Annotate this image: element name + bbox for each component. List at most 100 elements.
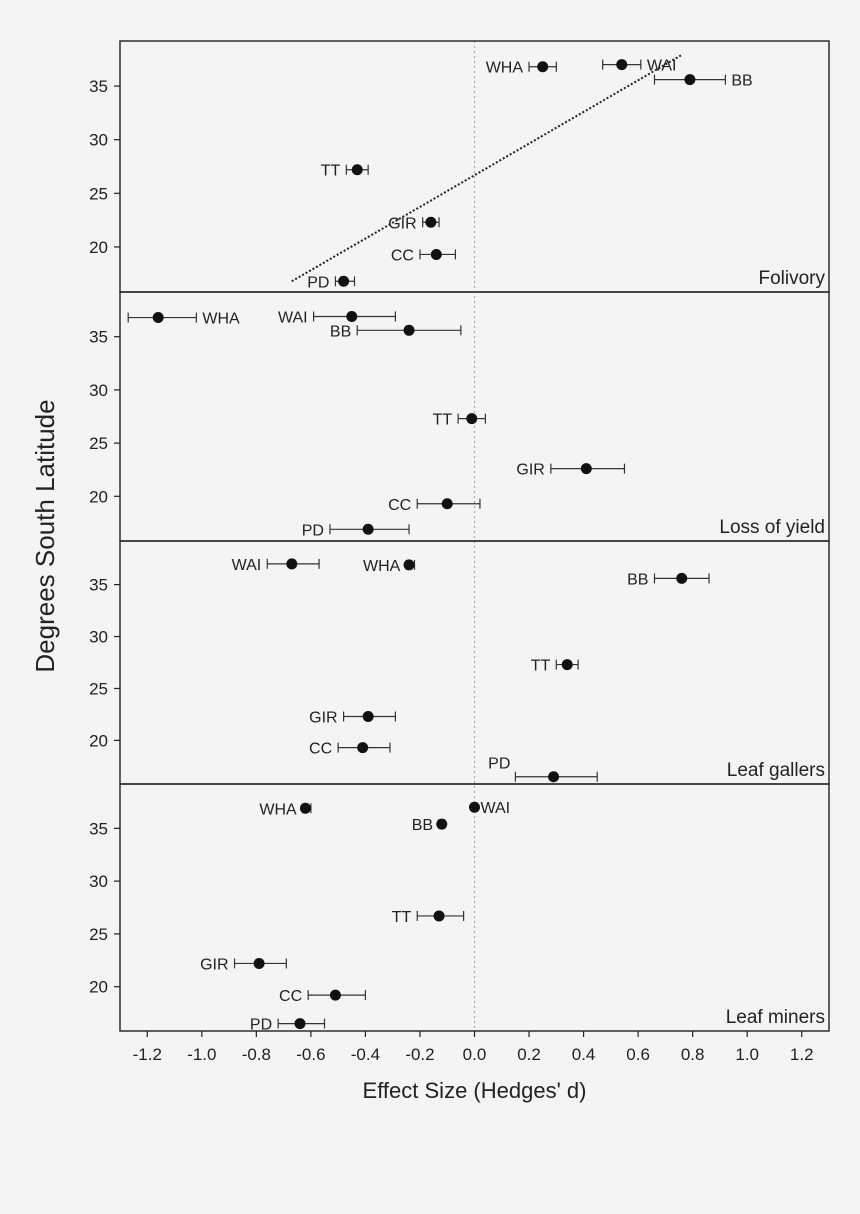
point-marker bbox=[537, 61, 549, 73]
y-axis-title: Degrees South Latitude bbox=[30, 399, 60, 672]
point-label: CC bbox=[309, 741, 332, 758]
y-tick-label: 30 bbox=[89, 872, 108, 891]
point-marker bbox=[466, 413, 478, 425]
trend-line bbox=[291, 54, 683, 283]
data-point-bb: BB bbox=[653, 73, 753, 90]
point-marker bbox=[329, 989, 341, 1001]
data-point-cc: CC bbox=[388, 497, 481, 514]
data-point-gir: GIR bbox=[516, 462, 626, 479]
x-tick-label: -1.0 bbox=[187, 1045, 216, 1064]
point-marker bbox=[286, 558, 298, 570]
point-label: TT bbox=[433, 412, 453, 429]
point-marker bbox=[346, 310, 358, 322]
y-tick-label: 25 bbox=[89, 679, 108, 698]
y-tick-label: 35 bbox=[89, 77, 108, 96]
point-label: TT bbox=[531, 658, 551, 675]
panel-title: Folivory bbox=[758, 268, 825, 289]
point-marker bbox=[561, 659, 573, 671]
data-point-tt: TT bbox=[392, 909, 465, 926]
point-label: WAI bbox=[232, 557, 262, 574]
point-marker bbox=[362, 711, 374, 722]
point-marker bbox=[580, 463, 592, 475]
point-label: PD bbox=[302, 522, 324, 539]
data-point-bb: BB bbox=[412, 817, 448, 834]
y-tick-label: 30 bbox=[89, 628, 108, 647]
data-point-wai: WAI bbox=[602, 58, 677, 75]
point-marker bbox=[433, 910, 445, 922]
x-tick-label: 1.2 bbox=[790, 1045, 814, 1064]
panel-leaf-miners: 20 25 30 35 WHA WAI BB TT GIR CC PD Leaf miners bbox=[89, 783, 830, 1034]
y-tick-label: 30 bbox=[89, 131, 108, 150]
panel-title: Leaf miners bbox=[726, 1007, 825, 1028]
point-label: PD bbox=[250, 1017, 272, 1034]
x-tick-label: 0.6 bbox=[626, 1045, 650, 1064]
point-label: PD bbox=[488, 756, 510, 773]
point-label: GIR bbox=[200, 956, 228, 973]
point-label: CC bbox=[391, 247, 414, 264]
point-marker bbox=[430, 248, 442, 260]
x-tick-label: -0.6 bbox=[296, 1045, 325, 1064]
point-label: TT bbox=[321, 163, 341, 180]
x-tick-label: 0.2 bbox=[517, 1045, 541, 1064]
point-marker bbox=[436, 818, 448, 830]
data-point-gir: GIR bbox=[388, 215, 440, 232]
y-tick-label: 30 bbox=[89, 381, 108, 400]
x-axis-title: Effect Size (Hedges' d) bbox=[363, 1078, 587, 1103]
data-point-cc: CC bbox=[391, 247, 457, 264]
point-label: TT bbox=[392, 909, 412, 926]
point-marker bbox=[351, 164, 363, 176]
point-label: WAI bbox=[647, 58, 677, 75]
data-point-cc: CC bbox=[279, 988, 367, 1005]
point-label: WHA bbox=[486, 60, 524, 77]
point-label: GIR bbox=[516, 462, 544, 479]
data-point-wai: WAI bbox=[469, 800, 510, 817]
data-point-wha: WHA bbox=[259, 801, 312, 818]
point-marker bbox=[403, 559, 415, 571]
point-marker bbox=[152, 312, 164, 324]
data-point-tt: TT bbox=[531, 658, 579, 675]
y-tick-label: 35 bbox=[89, 576, 108, 595]
y-tick-label: 20 bbox=[89, 978, 108, 997]
x-tick-label: 1.0 bbox=[735, 1045, 759, 1064]
panel-folivory: 20 25 30 35 WHA WAI BB TT GIR CC PD Folivory bbox=[89, 40, 830, 293]
panel-title: Loss of yield bbox=[719, 517, 825, 538]
y-tick-label: 20 bbox=[89, 731, 108, 750]
point-label: WAI bbox=[278, 309, 308, 326]
point-label: WAI bbox=[481, 800, 511, 817]
point-label: BB bbox=[330, 323, 351, 340]
data-point-gir: GIR bbox=[309, 710, 397, 727]
panel-title: Leaf gallers bbox=[727, 760, 825, 781]
x-tick-label: 0.4 bbox=[572, 1045, 596, 1064]
data-point-gir: GIR bbox=[200, 956, 287, 973]
point-marker bbox=[548, 771, 560, 783]
x-tick-label: 0.8 bbox=[681, 1045, 705, 1064]
point-marker bbox=[441, 498, 453, 510]
point-marker bbox=[299, 802, 311, 814]
data-point-cc: CC bbox=[309, 741, 391, 758]
point-marker bbox=[684, 74, 696, 86]
x-tick-label: -0.4 bbox=[351, 1045, 380, 1064]
point-marker bbox=[676, 572, 688, 584]
y-tick-label: 20 bbox=[89, 238, 108, 257]
point-label: WHA bbox=[202, 311, 240, 328]
point-marker bbox=[294, 1018, 306, 1030]
data-point-wha: WHA bbox=[486, 60, 557, 77]
y-tick-label: 35 bbox=[89, 819, 108, 838]
point-label: CC bbox=[388, 497, 411, 514]
data-point-pd: PD bbox=[488, 756, 598, 783]
data-point-tt: TT bbox=[433, 412, 487, 429]
point-marker bbox=[469, 801, 480, 813]
data-point-pd: PD bbox=[307, 274, 356, 291]
data-point-pd: PD bbox=[250, 1017, 326, 1034]
point-marker bbox=[338, 275, 350, 287]
point-label: WHA bbox=[363, 558, 401, 575]
point-label: BB bbox=[731, 73, 752, 90]
point-marker bbox=[362, 523, 374, 535]
y-tick-label: 25 bbox=[89, 925, 108, 944]
data-point-pd: PD bbox=[302, 522, 410, 539]
point-label: BB bbox=[412, 817, 433, 834]
point-label: CC bbox=[279, 988, 302, 1005]
point-label: BB bbox=[627, 571, 648, 588]
point-marker bbox=[253, 957, 265, 969]
point-label: WHA bbox=[259, 801, 297, 818]
